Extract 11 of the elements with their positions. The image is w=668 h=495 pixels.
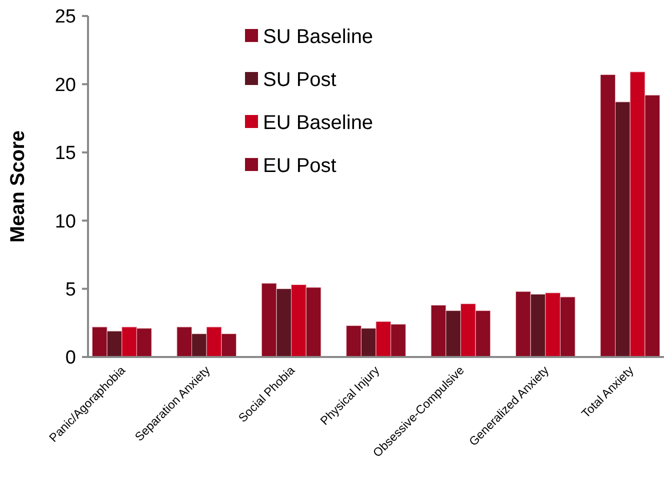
- y-tick-label: 10: [54, 211, 76, 232]
- y-tick-label: 25: [54, 6, 76, 28]
- y-tick-label: 15: [54, 143, 76, 164]
- legend-label: SU Post: [263, 69, 337, 91]
- y-tick-label: 20: [54, 74, 76, 96]
- y-axis-title: Mean Score: [7, 130, 29, 243]
- legend-label: SU Baseline: [263, 26, 374, 48]
- y-tick-label: 5: [65, 279, 76, 300]
- y-tick-label: 0: [65, 348, 76, 369]
- legend-label: EU Baseline: [263, 112, 374, 134]
- legend-label: EU Post: [263, 155, 337, 177]
